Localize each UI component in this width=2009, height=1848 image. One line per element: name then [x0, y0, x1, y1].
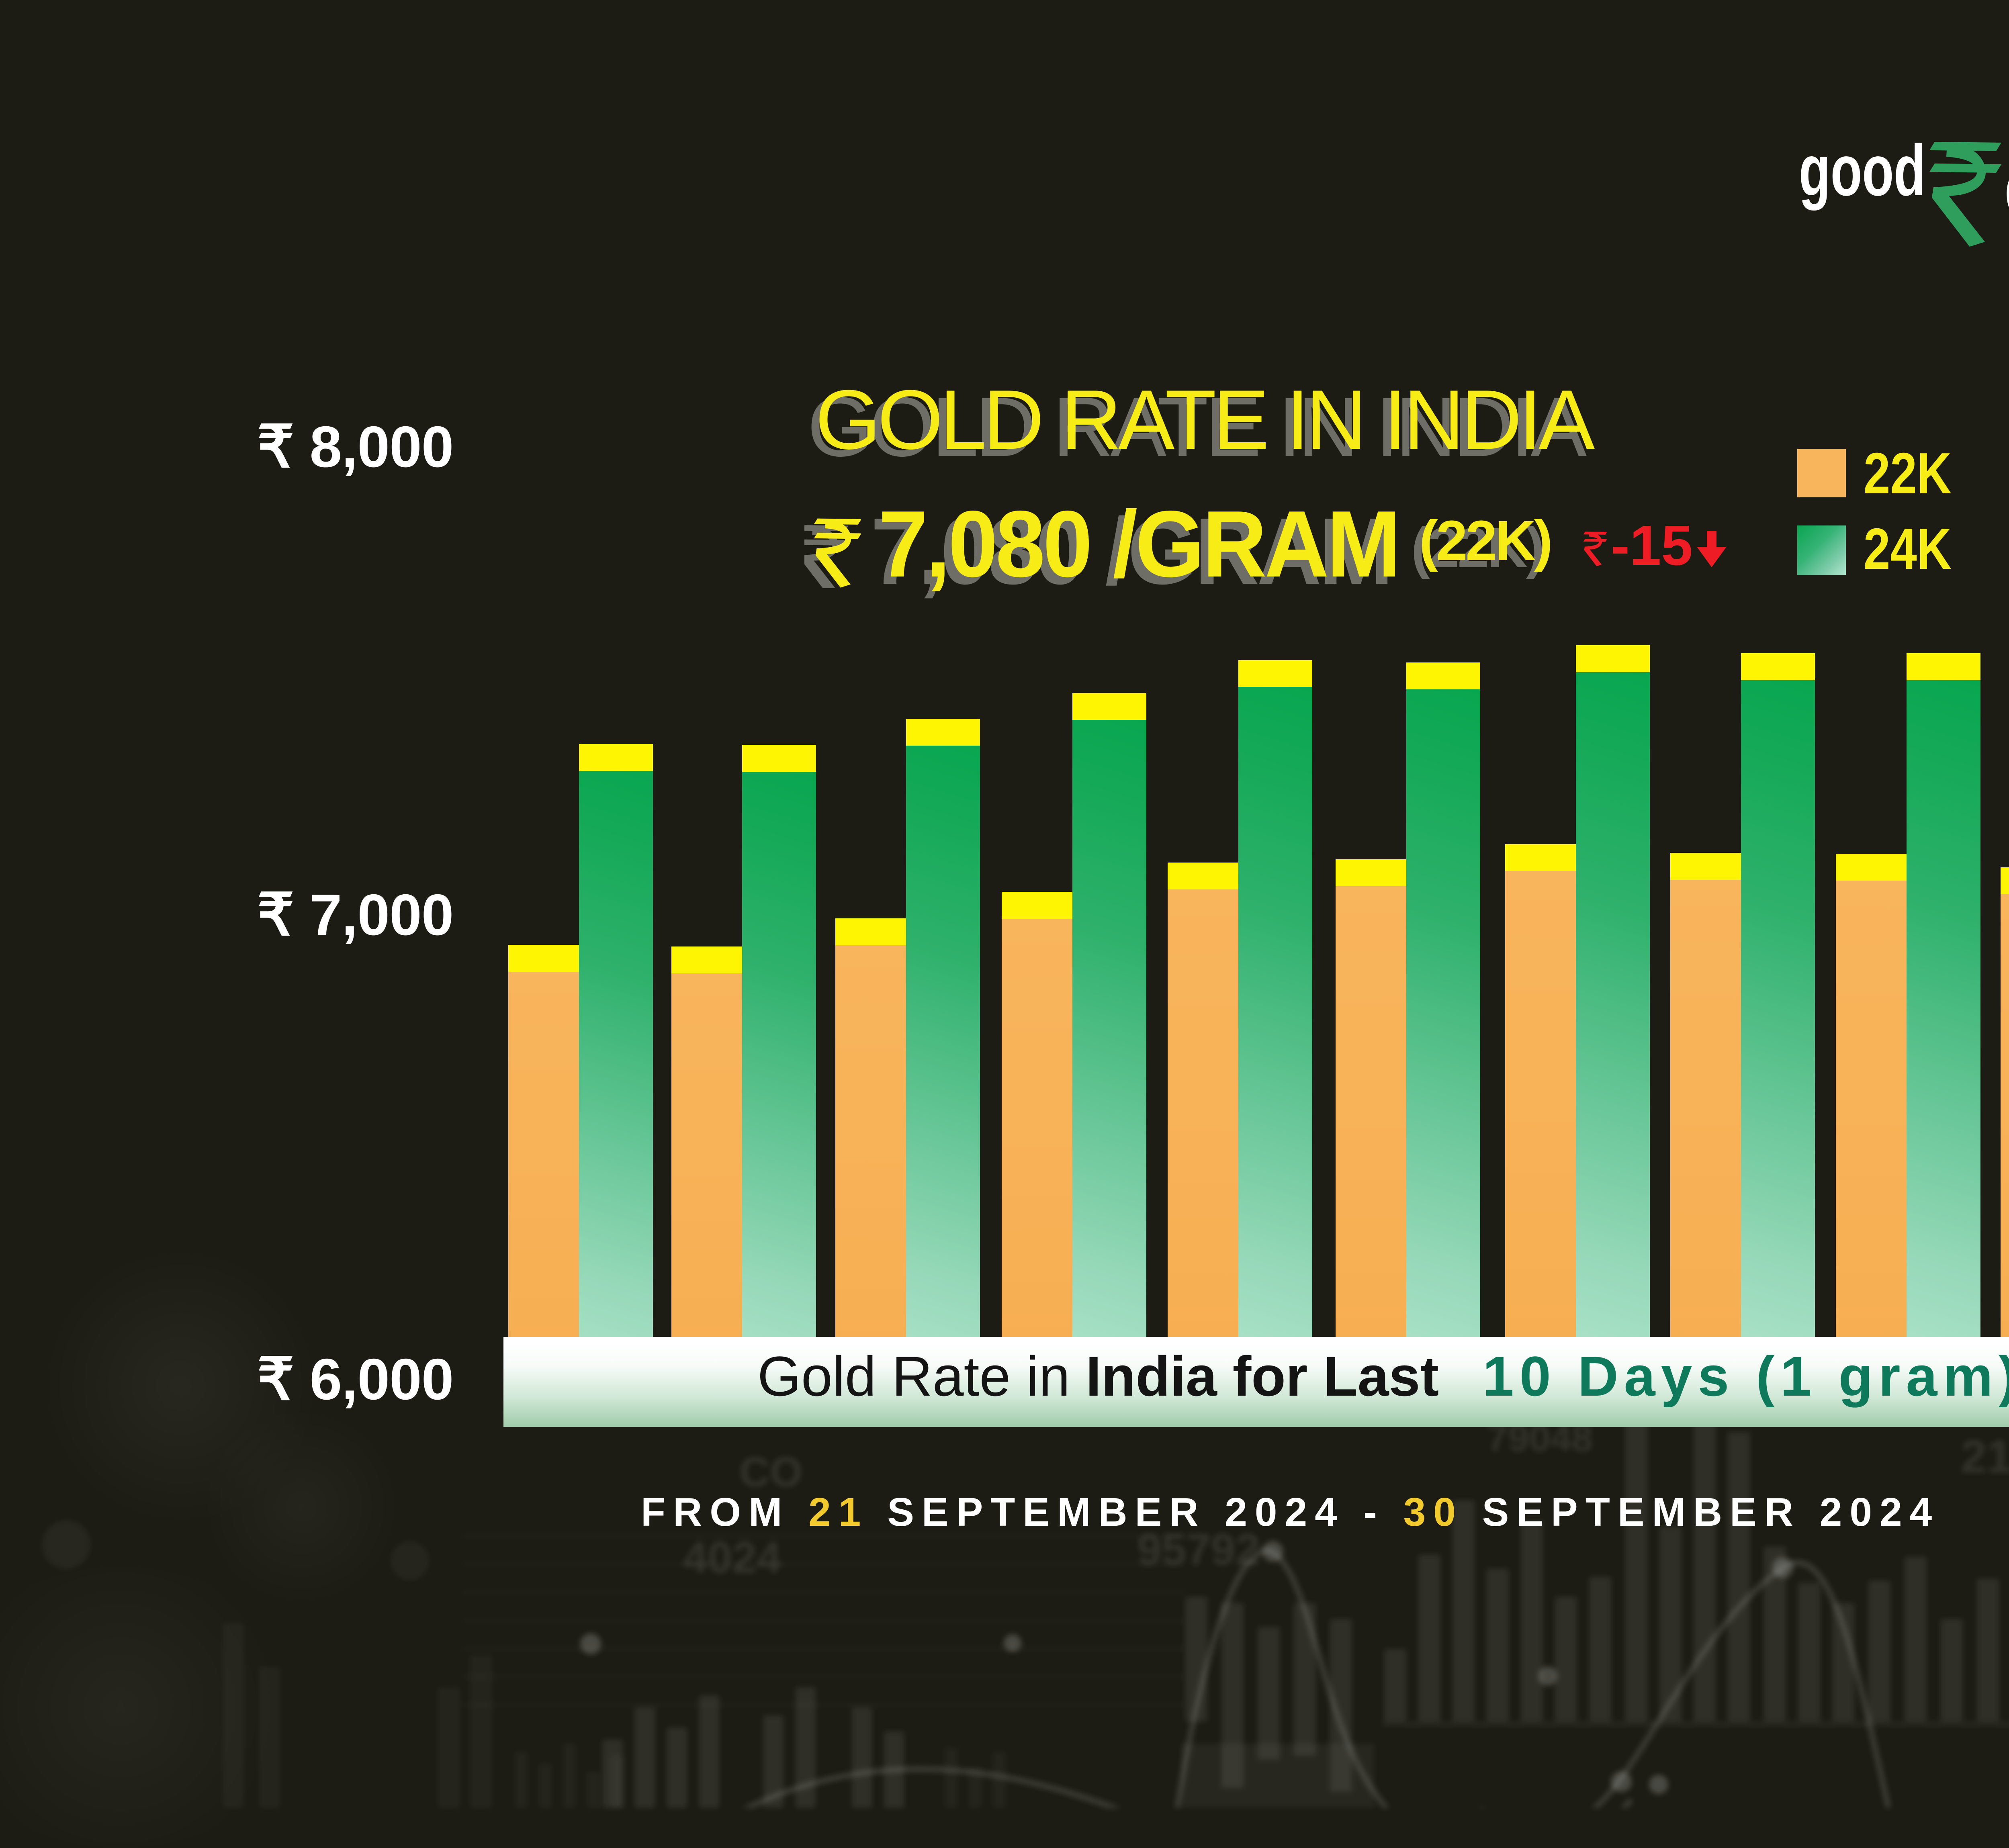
- svg-text:2128548: 2128548: [1961, 1431, 2009, 1482]
- svg-text:CO: CO: [739, 1449, 803, 1496]
- svg-text:95792: 95792: [1137, 1525, 1260, 1574]
- svg-text:4024: 4024: [683, 1533, 782, 1582]
